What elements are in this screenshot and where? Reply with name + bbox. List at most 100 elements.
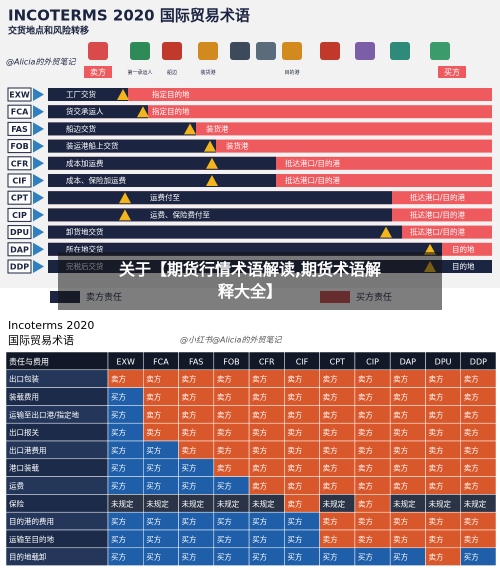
icon — [320, 42, 340, 60]
icon — [355, 42, 375, 60]
seller-bar — [48, 191, 392, 204]
table-text: 卖方 — [182, 409, 197, 419]
stage-label: 卖方 — [90, 67, 106, 77]
table-text: 出口港费用 — [9, 445, 47, 455]
term-code: DDP — [10, 263, 29, 272]
icon — [88, 42, 108, 60]
table-text: 卖方 — [428, 409, 443, 419]
table-text: 卖方 — [393, 445, 408, 455]
table-text: 卖方 — [287, 445, 302, 455]
table-text: 卖方 — [393, 534, 408, 544]
watermark: @Alicia的外贸笔记 — [6, 58, 76, 67]
table-text: 卖方 — [358, 498, 373, 508]
table-text: 卖方 — [323, 481, 338, 491]
table-text: 买方 — [182, 552, 197, 562]
table-text: 买方 — [146, 481, 161, 491]
stage-label: 装货港 — [200, 69, 215, 76]
table-text: 买方 — [111, 552, 126, 562]
table-text: 卖方 — [252, 427, 267, 437]
header-text: CIF — [296, 357, 309, 366]
table-text: 未规定 — [464, 498, 487, 508]
table-text: 卖方 — [287, 498, 302, 508]
table-text: 卖方 — [252, 374, 267, 384]
caption-line: 关于【期货行情术语解读,期货术语解 — [119, 260, 381, 279]
table-text: 卖方 — [217, 409, 232, 419]
table-text: 卖方 — [428, 463, 443, 473]
table-text: 未规定 — [217, 498, 240, 508]
table-text: 买方 — [146, 445, 161, 455]
table-text: 卖方 — [323, 445, 338, 455]
header-text: DPU — [435, 357, 452, 366]
table-text: 买方 — [287, 534, 302, 544]
stage-label: 买方 — [444, 67, 460, 77]
stage-label: 第一承运人 — [127, 69, 152, 76]
table-text: 卖方 — [217, 445, 232, 455]
table-text: 卖方 — [182, 392, 197, 402]
table-text: 出口报关 — [9, 427, 39, 437]
table-text: 运费 — [9, 481, 24, 491]
table-text: 买方 — [217, 516, 232, 526]
table-text: 港口装载 — [9, 463, 39, 473]
seller-bar — [48, 208, 392, 221]
table-watermark: @小红书@Alicia的外贸笔记 — [180, 336, 282, 345]
table-text: 买方 — [182, 516, 197, 526]
table-text: 未规定 — [323, 498, 346, 508]
table-text: 卖方 — [358, 516, 373, 526]
table-text: 卖方 — [358, 374, 373, 384]
table-text: 卖方 — [217, 463, 232, 473]
term-name: 装运港船上交货 — [66, 141, 119, 151]
term-name: 货交承运人 — [66, 106, 104, 116]
table-text: 买方 — [111, 445, 126, 455]
table-text: 买方 — [217, 481, 232, 491]
term-code: FOB — [10, 142, 28, 151]
term-code: CIF — [12, 177, 26, 186]
table-text: 卖方 — [393, 463, 408, 473]
header-text: FCA — [153, 357, 169, 366]
table-text: 买方 — [111, 534, 126, 544]
table-text: 买方 — [182, 481, 197, 491]
table-text: 卖方 — [428, 534, 443, 544]
term-place: 装货港 — [226, 141, 249, 151]
table-text: 卖方 — [217, 427, 232, 437]
term-code: DPU — [10, 228, 29, 237]
table-text: 出口包装 — [9, 374, 39, 384]
table-text: 卖方 — [217, 374, 232, 384]
icon — [430, 42, 450, 60]
table-text: 卖方 — [428, 516, 443, 526]
table-text: 买方 — [111, 427, 126, 437]
table-text: 卖方 — [428, 481, 443, 491]
table-text: 买方 — [182, 463, 197, 473]
table-title: Incoterms 2020 — [8, 319, 94, 332]
table-text: 买方 — [252, 534, 267, 544]
icon — [230, 42, 250, 60]
term-place: 抵达港口/目的港 — [285, 158, 341, 168]
table-text: 未规定 — [428, 498, 451, 508]
table-text: 卖方 — [358, 534, 373, 544]
term-place: 目的地 — [452, 244, 475, 254]
table-text: 卖方 — [428, 552, 443, 562]
table-text: 买方 — [146, 552, 161, 562]
table-text: 卖方 — [287, 392, 302, 402]
table-text: 卖方 — [323, 409, 338, 419]
table-text: 运输至出口港/指定地 — [9, 409, 80, 419]
table-text: 买方 — [287, 516, 302, 526]
table-text: 卖方 — [358, 392, 373, 402]
table-text: 卖方 — [182, 445, 197, 455]
icon — [130, 42, 150, 60]
table-text: 卖方 — [111, 374, 126, 384]
term-name: 运费付至 — [150, 192, 180, 202]
subtitle: 交货地点和风险转移 — [8, 25, 89, 37]
table-text: 买方 — [217, 552, 232, 562]
term-place: 装货港 — [206, 123, 229, 133]
caption-line: 释大全】 — [218, 282, 282, 301]
table-text: 卖方 — [428, 392, 443, 402]
term-code: EXW — [9, 91, 30, 100]
term-code: CIP — [12, 211, 27, 220]
header-text: 责任与费用 — [9, 356, 49, 366]
table-text: 卖方 — [464, 374, 479, 384]
term-code: FAS — [11, 125, 28, 134]
table-text: 卖方 — [146, 427, 161, 437]
table-text: 卖方 — [287, 481, 302, 491]
table-text: 买方 — [323, 552, 338, 562]
table-text: 卖方 — [428, 445, 443, 455]
